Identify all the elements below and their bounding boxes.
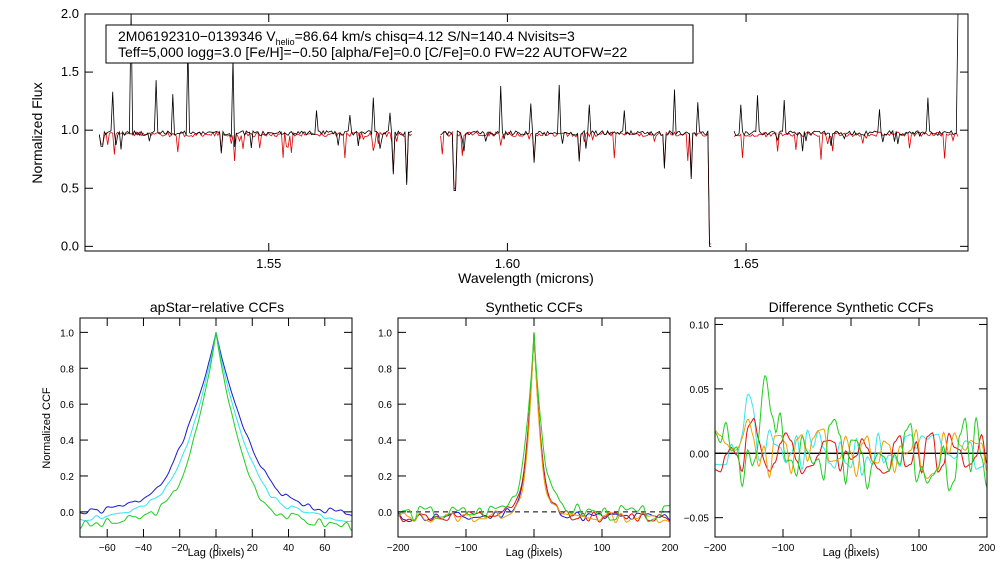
synthetic-title: Synthetic CCFs: [485, 299, 582, 315]
y-tick-label: 1.0: [378, 328, 392, 339]
spectrum-series: [98, 14, 959, 247]
apstar-title: apStar−relative CCFs: [150, 299, 284, 315]
x-tick-label: −40: [135, 543, 152, 554]
x-tick-label: −200: [387, 543, 410, 554]
x-tick-label: 0: [531, 543, 537, 554]
y-tick-label: 0.10: [690, 320, 710, 331]
y-tick-label: 0.00: [690, 449, 710, 460]
x-tick-label: 100: [594, 543, 611, 554]
ccf-series-visit-3: [80, 332, 352, 532]
y-tick-label: 0.4: [60, 436, 74, 447]
y-tick-label: 0.8: [378, 364, 392, 375]
apstar-series: [80, 332, 352, 532]
y-tick-label: 0.05: [690, 385, 710, 396]
x-tick-label: 0: [213, 543, 219, 554]
spectrum-ylabel: Normalized Flux: [29, 82, 45, 183]
x-tick-label: 60: [319, 543, 331, 554]
y-tick-label: 2.0: [61, 6, 79, 21]
y-tick-label: 0.0: [61, 238, 79, 253]
y-tick-label: 1.0: [61, 122, 79, 137]
y-tick-label: 0.2: [378, 472, 392, 483]
y-tick-label: 0.2: [60, 472, 74, 483]
legend-line-1: 2M06192310−0139346 Vhelio=86.64 km/s chi…: [118, 28, 575, 47]
apstar-ylabel: Normalized CCF: [41, 387, 53, 469]
x-tick-label: 1.60: [495, 256, 520, 271]
x-tick-label: 0: [848, 543, 854, 554]
y-tick-label: 0.0: [378, 508, 392, 519]
synthetic-series: [398, 332, 670, 524]
difference-ccf-panel: Difference Synthetic CCFs −200 −100 0 100 20…: [684, 299, 996, 559]
observed-spectrum-chip-3: [733, 14, 959, 152]
legend-line-2: Teff=5,000 logg=3.0 [Fe/H]=−0.50 [alpha/…: [118, 44, 627, 60]
spectrum-legend: 2M06192310−0139346 Vhelio=86.64 km/s chi…: [105, 24, 694, 64]
y-tick-label: 0.8: [60, 364, 74, 375]
ccf-series-visit-3: [715, 418, 987, 480]
apstar-xlabel: Lag (pixels): [188, 547, 245, 559]
x-tick-label: −100: [772, 543, 795, 554]
spectrum-ticks: 1.55 1.60 1.65 0.0 0.5 1.0 1.5 2.0: [61, 6, 968, 271]
x-tick-label: 1.65: [733, 256, 758, 271]
difference-xlabel: Lag (pixels): [823, 547, 880, 559]
x-tick-label: 1.55: [256, 256, 281, 271]
ccf-series-visit-2: [715, 417, 987, 475]
synthetic-ticks: −200 −100 0 100 200 0.0 0.2 0.4 0.6 0.8 1.0: [378, 318, 679, 554]
spectrum-frame: [84, 13, 969, 252]
y-tick-label: 0.5: [61, 180, 79, 195]
x-tick-label: 200: [979, 543, 996, 554]
difference-series: [715, 375, 987, 492]
x-tick-label: −60: [99, 543, 116, 554]
x-tick-label: 100: [911, 543, 928, 554]
y-tick-label: 0.6: [60, 400, 74, 411]
y-tick-label: −0.05: [684, 514, 710, 525]
ccf-series-visit-4: [398, 332, 670, 523]
model-spectrum-chip-1: [98, 130, 412, 183]
observed-spectrum-chip-2: [440, 84, 712, 247]
x-tick-label: −20: [171, 543, 188, 554]
x-tick-label: −200: [704, 543, 727, 554]
observed-spectrum-chip-1: [98, 14, 412, 185]
x-tick-label: 20: [247, 543, 259, 554]
x-tick-label: 200: [662, 543, 679, 554]
spectrum-xlabel: Wavelength (microns): [458, 270, 594, 286]
y-tick-label: 0.6: [378, 400, 392, 411]
legend-box: [105, 24, 694, 64]
x-tick-label: 40: [283, 543, 295, 554]
synthetic-ccf-panel: Synthetic CCFs −200 −100 0 100 200 0.0 0.2 0.4 0…: [378, 299, 679, 559]
synthetic-xlabel: Lag (pixels): [506, 547, 563, 559]
y-tick-label: 1.0: [60, 328, 74, 339]
model-spectrum-chip-3: [733, 131, 959, 160]
apstar-ccf-panel: apStar−relative CCFs −60 −40 −20 0 20 40 60 0.0…: [41, 299, 353, 559]
x-tick-label: −100: [455, 543, 478, 554]
difference-title: Difference Synthetic CCFs: [769, 299, 934, 315]
model-spectrum-chip-2: [440, 130, 712, 245]
apstar-ticks: −60 −40 −20 0 20 40 60 0.0 0.2 0.4 0.6 0.8 1.0: [60, 318, 352, 554]
y-tick-label: 1.5: [61, 64, 79, 79]
spectrum-panel: 1.55 1.60 1.65 0.0 0.5 1.0 1.5 2.0 Wavelength (…: [29, 6, 969, 286]
y-tick-label: 0.0: [60, 508, 74, 519]
y-tick-label: 0.4: [378, 436, 392, 447]
ccf-series-visit-4: [715, 375, 987, 492]
difference-ticks: −200 −100 0 100 200 −0.05 0.00 0.05 0.10: [684, 318, 996, 554]
